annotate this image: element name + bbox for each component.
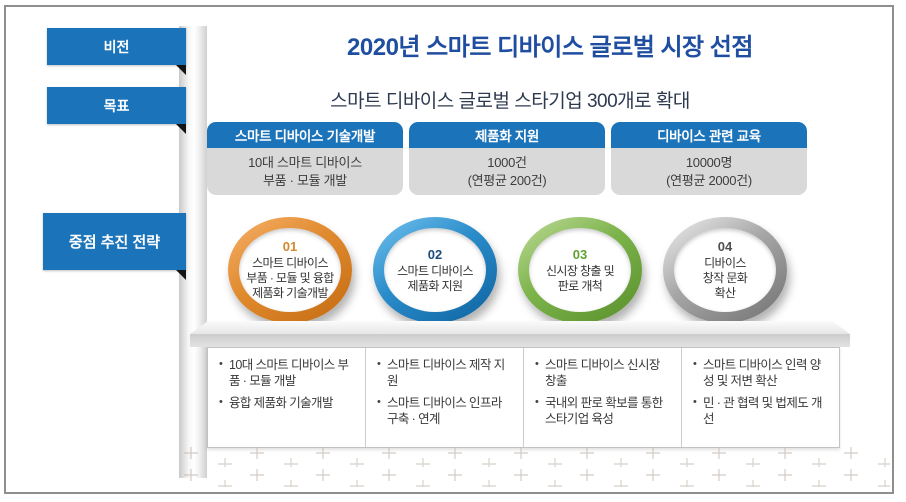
strategy-circle-inner: 04 디바이스 창작 문화 확산 (674, 228, 776, 312)
fold-triangle (176, 270, 186, 280)
sidebar-item-strategy: 중점 추진 전략 (43, 213, 186, 280)
strategy-number: 04 (717, 239, 733, 254)
strategy-circle-inner: 02 스마트 디바이스 제품화 지원 (384, 228, 486, 312)
strategy-circle-02: 02 스마트 디바이스 제품화 지원 (373, 217, 497, 323)
strategy-circle-01: 01 스마트 디바이스 부품 · 모듈 및 융합 제품화 기술개발 (228, 217, 352, 323)
platform-top-surface (190, 321, 850, 334)
strategy-label-text: 신시장 창출 및 판로 개척 (545, 263, 615, 293)
strategy-circle-inner: 01 스마트 디바이스 부품 · 모듈 및 융합 제품화 기술개발 (239, 228, 341, 312)
fold-triangle (176, 124, 186, 134)
goal-label: 목표 (103, 97, 130, 114)
strategy-label-text: 스마트 디바이스 제품화 지원 (397, 263, 473, 293)
detail-column-4: 스마트 디바이스 인력 양성 및 저변 확산 민 · 관 협력 및 법제도 개선 (682, 348, 839, 447)
vision-label: 비전 (103, 38, 130, 55)
sidebar-item-goal: 목표 (47, 87, 186, 134)
strategy-circle-04: 04 디바이스 창작 문화 확산 (663, 217, 787, 323)
list-item: 융합 제품화 기술개발 (219, 395, 357, 411)
strategy-number: 01 (282, 239, 298, 254)
list-item: 스마트 디바이스 신시장 창출 (535, 357, 673, 390)
strategy-number: 03 (572, 246, 588, 262)
strategy-label: 중점 추진 전략 (68, 234, 161, 251)
goal-card-education: 디바이스 관련 교육 10000명 (연평균 2000건) (611, 122, 807, 195)
sidebar-item-vision: 비전 (47, 28, 186, 75)
detail-column-1: 10대 스마트 디바이스 부품 · 모듈 개발 융합 제품화 기술개발 (208, 348, 366, 447)
list-item: 10대 스마트 디바이스 부품 · 모듈 개발 (219, 357, 357, 390)
fold-triangle (176, 65, 186, 75)
page-subtitle: 스마트 디바이스 글로벌 스타기업 300개로 확대 (330, 91, 690, 112)
floor-texture (178, 445, 890, 487)
goal-card-header: 스마트 디바이스 기술개발 (207, 122, 403, 148)
list-item: 스마트 디바이스 제작 지원 (377, 357, 515, 390)
goal-cards-row: 스마트 디바이스 기술개발 10대 스마트 디바이스 부품 · 모듈 개발 제품… (207, 122, 807, 195)
detail-column-3: 스마트 디바이스 신시장 창출 국내외 판로 확보를 통한 스타기업 육성 (524, 348, 682, 447)
detail-column-2: 스마트 디바이스 제작 지원 스마트 디바이스 인프라 구축 · 연계 (366, 348, 524, 447)
strategy-circle-inner: 03 신시장 창출 및 판로 개척 (529, 228, 631, 312)
strategy-circle-03: 03 신시장 창출 및 판로 개척 (518, 217, 642, 323)
goal-card-body: 10000명 (연평균 2000건) (611, 148, 807, 195)
goal-card-body: 10대 스마트 디바이스 부품 · 모듈 개발 (207, 148, 403, 195)
goal-card-header: 디바이스 관련 교육 (611, 122, 807, 148)
list-item: 국내외 판로 확보를 통한 스타기업 육성 (535, 395, 673, 428)
goal-card-header: 제품화 지원 (409, 122, 605, 148)
list-item: 스마트 디바이스 인력 양성 및 저변 확산 (693, 357, 831, 390)
strategy-number: 02 (427, 246, 443, 262)
goal-card-body: 1000건 (연평균 200건) (409, 148, 605, 195)
list-item: 민 · 관 협력 및 법제도 개선 (693, 395, 831, 428)
goal-card-productization: 제품화 지원 1000건 (연평균 200건) (409, 122, 605, 195)
platform-front-face (190, 334, 850, 347)
goal-card-tech-development: 스마트 디바이스 기술개발 10대 스마트 디바이스 부품 · 모듈 개발 (207, 122, 403, 195)
strategy-label-text: 스마트 디바이스 부품 · 모듈 및 융합 제품화 기술개발 (246, 256, 334, 300)
strategy-label-text: 디바이스 창작 문화 확산 (702, 256, 748, 300)
strategy-details-box: 10대 스마트 디바이스 부품 · 모듈 개발 융합 제품화 기술개발 스마트 … (207, 347, 840, 448)
list-item: 스마트 디바이스 인프라 구축 · 연계 (377, 395, 515, 428)
page-title: 2020년 스마트 디바이스 글로벌 시장 선점 (347, 34, 753, 61)
